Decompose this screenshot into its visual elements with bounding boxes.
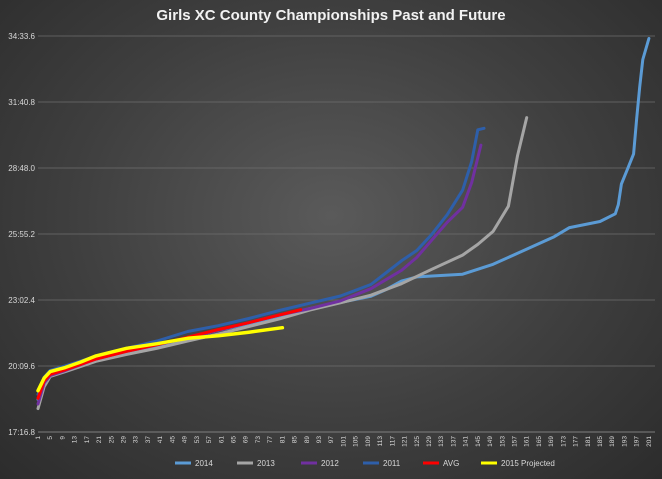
- x-tick-label: 165: [536, 436, 543, 447]
- y-tick-label: 34:33.6: [8, 32, 35, 41]
- legend-label: AVG: [443, 459, 459, 468]
- x-tick-label: 73: [255, 436, 262, 444]
- x-tick-label: 9: [59, 436, 66, 440]
- x-tick-label: 113: [377, 436, 384, 447]
- x-tick-label: 61: [218, 436, 225, 444]
- chart-title: Girls XC County Championships Past and F…: [156, 7, 506, 24]
- x-tick-label: 33: [133, 436, 140, 444]
- x-tick-label: 89: [304, 436, 311, 444]
- x-tick-label: 109: [365, 436, 372, 447]
- x-tick-label: 177: [573, 436, 580, 447]
- x-tick-label: 69: [243, 436, 250, 444]
- x-tick-label: 13: [72, 436, 79, 444]
- x-tick-label: 121: [402, 436, 409, 447]
- x-tick-label: 65: [230, 436, 237, 444]
- x-tick-label: 81: [279, 436, 286, 444]
- x-tick-label: 1: [35, 436, 42, 440]
- y-tick-label: 31:40.8: [8, 98, 35, 107]
- x-tick-label: 53: [194, 436, 201, 444]
- x-tick-label: 93: [316, 436, 323, 444]
- x-tick-label: 117: [389, 436, 396, 447]
- series-line-2013: [36, 116, 529, 411]
- x-tick-label: 169: [548, 436, 555, 447]
- x-tick-label: 77: [267, 436, 274, 444]
- series-line-2014: [36, 37, 651, 401]
- legend-label: 2013: [257, 459, 275, 468]
- x-tick-label: 45: [169, 436, 176, 444]
- x-tick-label: 173: [560, 436, 567, 447]
- x-tick-label: 57: [206, 436, 213, 444]
- legend-label: 2014: [195, 459, 213, 468]
- x-tick-label: 41: [157, 436, 164, 444]
- x-tick-label: 101: [340, 436, 347, 447]
- y-tick-label: 25:55.2: [8, 230, 35, 239]
- x-tick-label: 133: [438, 436, 445, 447]
- x-tick-label: 193: [621, 436, 628, 447]
- x-tick-label: 189: [609, 436, 616, 447]
- series-line-2012: [36, 143, 483, 406]
- x-tick-label: 129: [426, 436, 433, 447]
- x-tick-label: 145: [475, 436, 482, 447]
- legend-label: 2011: [383, 459, 401, 468]
- x-tick-label: 141: [463, 436, 470, 447]
- x-tick-label: 5: [47, 436, 54, 440]
- x-tick-label: 153: [499, 436, 506, 447]
- x-tick-label: 125: [414, 436, 421, 447]
- x-tick-label: 197: [634, 436, 641, 447]
- x-tick-label: 97: [328, 436, 335, 444]
- y-tick-label: 28:48.0: [8, 164, 35, 173]
- x-tick-label: 85: [292, 436, 299, 444]
- x-tick-label: 105: [353, 436, 360, 447]
- y-tick-label: 17:16.8: [8, 428, 35, 437]
- legend-label: 2012: [321, 459, 339, 468]
- x-tick-label: 37: [145, 436, 152, 444]
- x-tick-label: 137: [450, 436, 457, 447]
- x-tick-label: 161: [524, 436, 531, 447]
- x-tick-label: 157: [511, 436, 518, 447]
- x-tick-label: 29: [121, 436, 128, 444]
- x-tick-label: 149: [487, 436, 494, 447]
- y-tick-label: 20:09.6: [8, 362, 35, 371]
- x-tick-label: 17: [84, 436, 91, 444]
- series-line-2015-projected: [36, 325, 285, 393]
- x-tick-label: 49: [182, 436, 189, 444]
- legend-label: 2015 Projected: [501, 459, 555, 468]
- x-tick-label: 25: [108, 436, 115, 444]
- x-tick-label: 21: [96, 436, 103, 444]
- series-line-avg: [36, 308, 303, 400]
- x-tick-label: 201: [646, 436, 653, 447]
- y-tick-label: 23:02.4: [8, 296, 35, 305]
- x-tick-label: 181: [585, 436, 592, 447]
- x-tick-label: 185: [597, 436, 604, 447]
